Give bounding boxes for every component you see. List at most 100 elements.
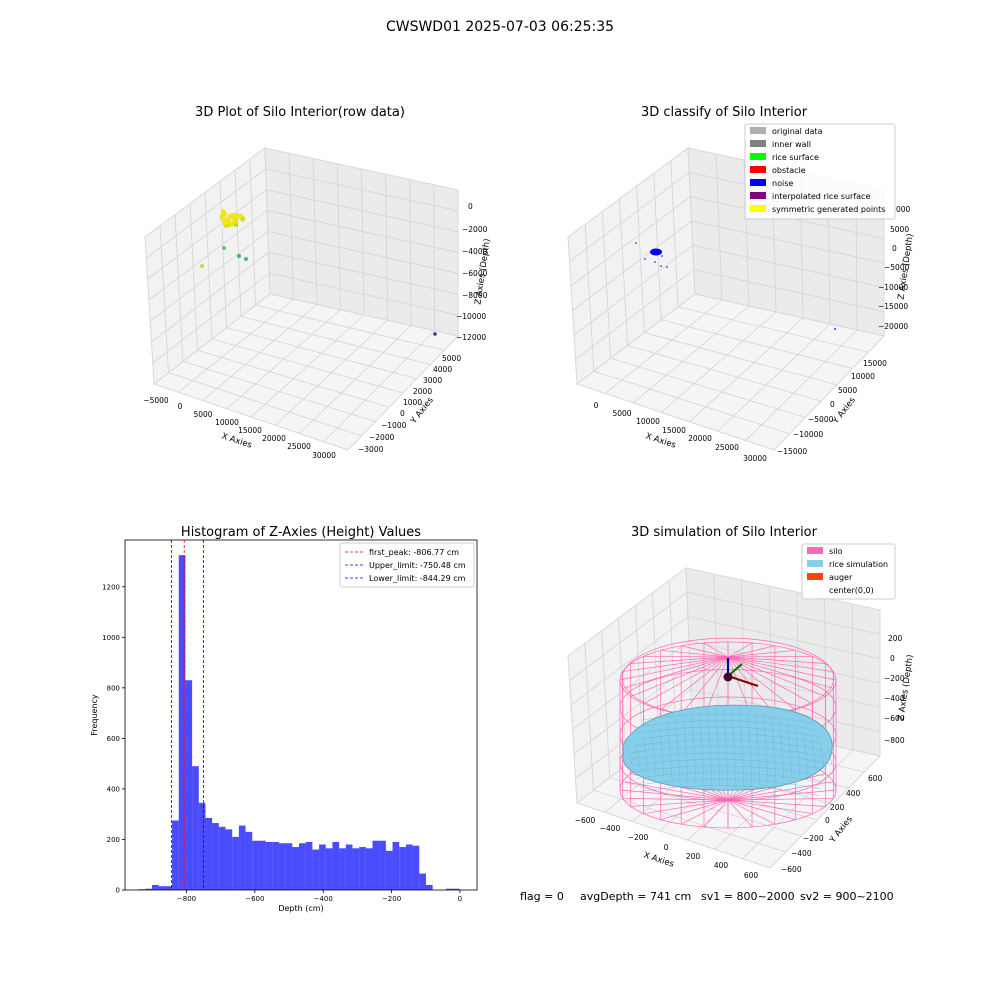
gridline (266, 189, 459, 233)
histogram-y-tick-label: 200 (107, 836, 120, 844)
raw-y-tick: 2000 (413, 387, 432, 396)
raw-y-tick: −1000 (381, 421, 407, 430)
histogram-plot-frame (124, 539, 478, 891)
silo-roof-rib (622, 656, 729, 689)
gridline (409, 179, 412, 326)
histogram-bar (359, 847, 366, 890)
raw-x-tick: 5000 (193, 410, 212, 419)
silo-roof-rib (727, 655, 813, 658)
status-avg-depth: avgDepth = 741 cm (580, 890, 691, 903)
sim-x-tick: 0 (664, 843, 669, 852)
histogram-bar (205, 817, 213, 890)
gridline (255, 304, 445, 351)
histogram-bar (425, 884, 433, 890)
noise-point (666, 266, 668, 268)
gridline (692, 244, 885, 288)
gridline (267, 231, 459, 274)
histogram-bar (372, 840, 380, 890)
gridline (152, 272, 270, 364)
histogram-bar (252, 840, 259, 890)
gridline (234, 170, 242, 317)
silo-roof-rib (643, 656, 729, 704)
classify-legend-swatch (750, 192, 766, 199)
histogram-bar (312, 849, 320, 890)
histogram-x-ticks: −800 −600 −400 −200 0 (177, 890, 462, 903)
sim-y-tick: 0 (825, 816, 830, 825)
figure-title: CWSWD01 2025-07-03 06:25:35 (386, 19, 614, 35)
raw-z-tick: −12000 (456, 333, 486, 342)
gridline (633, 305, 750, 404)
silo-roof-rib (727, 656, 834, 672)
histogram-bar (412, 845, 420, 890)
sim-z-tick: −800 (884, 736, 905, 745)
noise-point (635, 242, 637, 244)
silo-roof-rib (630, 656, 729, 697)
rice-surface-mesh (627, 708, 833, 796)
simulation-legend-label: silo (829, 547, 843, 556)
classify-3d-floor-pane (575, 293, 885, 451)
classify-z-tick: 0 (892, 244, 897, 253)
gridline (691, 220, 885, 264)
silo-floor-rib (727, 799, 826, 807)
histogram-bar (165, 886, 173, 890)
classify-z-tick: −20000 (878, 322, 908, 331)
silo-roof-rib (703, 642, 729, 658)
histogram-x-tick-label: −400 (314, 895, 333, 903)
silo-floor-rib (727, 781, 834, 801)
silo-floor-rib (727, 799, 796, 821)
noise-point (654, 261, 656, 263)
raw-z-tick: −6000 (462, 269, 488, 278)
sim-z-label: Z Axies (Depth) (896, 654, 915, 721)
noise-point (660, 265, 662, 267)
histogram-bar (399, 847, 406, 890)
gridline (146, 168, 266, 259)
histogram-y-label: Frequency (90, 694, 99, 736)
sim-y-label: Y Axies (827, 814, 855, 846)
sim-x-tick: −400 (600, 824, 621, 833)
gridline (174, 214, 184, 362)
classify-legend-swatch (750, 127, 766, 134)
histogram-x-tick-label: −200 (382, 895, 401, 903)
silo-roof-rib (727, 656, 826, 664)
gridline (593, 789, 786, 853)
raw-x-tick: 15000 (238, 426, 262, 435)
simulation-legend: silo rice simulation auger center(0,0) (801, 543, 896, 600)
sim-x-tick: 400 (714, 861, 729, 870)
gridline (570, 196, 691, 287)
gridline (575, 269, 695, 360)
classify-x-tick: 20000 (688, 434, 712, 443)
classify-y-tick: 10000 (851, 372, 875, 381)
silo-roof-rib (630, 656, 729, 664)
panel-histogram: Histogram of Z-Axies (Height) Values −80… (90, 525, 478, 913)
sim-x-label: X Axies (642, 850, 675, 869)
histogram-bar (352, 848, 360, 890)
raw-cluster-point (220, 215, 226, 221)
sim-x-tick: −200 (628, 833, 649, 842)
classify-legend-label: rice surface (772, 153, 819, 162)
raw-cluster-point (240, 216, 246, 222)
gridline (147, 189, 267, 280)
gridline (182, 361, 376, 422)
gridline (661, 311, 777, 413)
center-marker (723, 672, 733, 682)
histogram-y-ticks: 0 200 400 600 800 1000 1200 (102, 583, 125, 895)
raw-3d-floor-pane (152, 293, 459, 451)
sim-y-tick: 200 (830, 803, 845, 812)
histogram-bar (145, 888, 153, 890)
histogram-bar (158, 886, 166, 890)
raw-x-tick: 0 (178, 402, 183, 411)
raw-data-point (433, 332, 437, 336)
histogram-bar (345, 844, 353, 890)
gridline (604, 299, 723, 394)
gridline (573, 245, 693, 336)
sim-y-tick: −600 (781, 865, 802, 874)
classify-y-tick: −10000 (793, 430, 823, 439)
gridline (189, 203, 198, 351)
sim-y-tick: −400 (791, 849, 812, 858)
histogram-bar (292, 847, 300, 890)
silo-floor-rib (622, 798, 729, 801)
gridline (686, 591, 881, 635)
histogram-legend-label: Lower_limit: -844.29 cm (369, 574, 466, 583)
gridline (267, 210, 459, 253)
gridline (661, 319, 853, 369)
